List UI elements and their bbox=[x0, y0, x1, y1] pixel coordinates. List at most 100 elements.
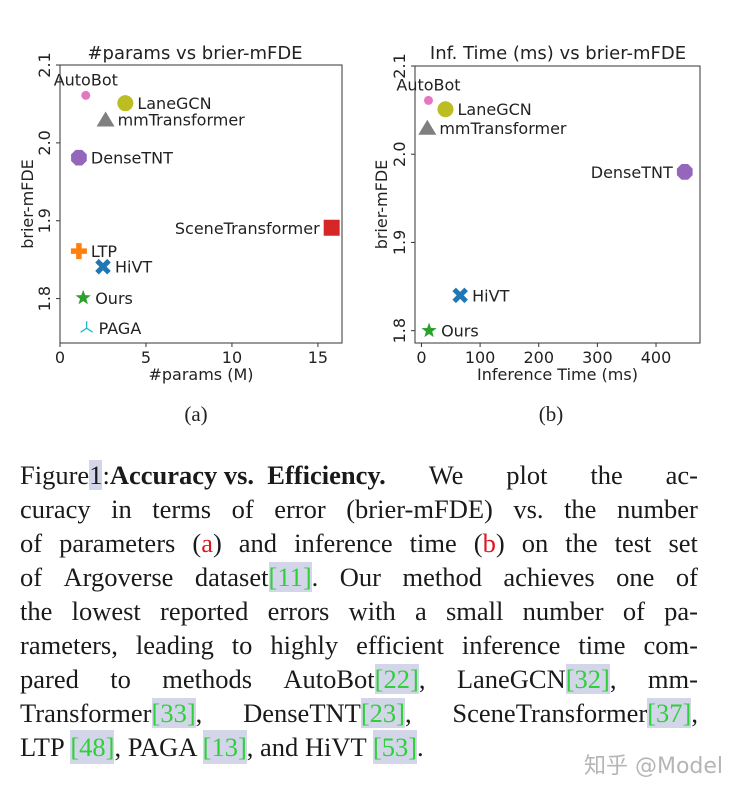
marker-circle bbox=[81, 90, 91, 100]
data-point-densetnt: DenseTNT bbox=[71, 149, 173, 168]
caption-word: AutoBot bbox=[283, 664, 375, 694]
caption-line: rameters, leading to highly efficient inferen… bbox=[20, 628, 698, 662]
caption-word-group: (a) bbox=[192, 526, 221, 560]
caption-word: terms bbox=[152, 494, 212, 524]
data-point-paga: PAGA bbox=[80, 319, 142, 338]
caption-line: pared to methods AutoBot[22], LaneGCN[32], mm… bbox=[20, 662, 698, 696]
plot-frame bbox=[59, 64, 343, 344]
caption-word: the bbox=[565, 528, 598, 558]
caption-word: methods bbox=[162, 664, 253, 694]
subfigure-label-a: (a) bbox=[184, 402, 208, 426]
citation-link[interactable]: [11] bbox=[268, 562, 312, 592]
caption-word: number bbox=[616, 494, 698, 524]
data-point-hivt: HiVT bbox=[95, 258, 152, 277]
marker-star bbox=[75, 289, 91, 305]
y-tick-label: 2.1 bbox=[390, 53, 409, 78]
scatter-chart-a: #params vs brier-mFDE #params (M) brier-mF… bbox=[18, 43, 343, 384]
caption-word: set bbox=[668, 528, 698, 558]
caption-word-group: methods bbox=[162, 662, 252, 696]
caption-word: , bbox=[195, 698, 203, 728]
caption-text: . bbox=[417, 732, 424, 762]
caption-word-group: We bbox=[429, 458, 464, 492]
caption-word: of bbox=[20, 528, 43, 558]
figure-ref-link[interactable]: a bbox=[201, 528, 213, 558]
citation-link[interactable]: [22] bbox=[374, 664, 419, 694]
x-tick-label: 100 bbox=[465, 348, 496, 367]
y-tick-label: 1.9 bbox=[390, 230, 409, 255]
caption-word-group: the bbox=[565, 526, 597, 560]
caption-word-group: inference bbox=[462, 628, 561, 662]
citation-link[interactable]: [53] bbox=[372, 730, 418, 764]
caption-word-group: the bbox=[590, 458, 622, 492]
caption-word: to bbox=[110, 664, 131, 694]
caption-word: mm- bbox=[647, 664, 698, 694]
y-tick-label: 2.0 bbox=[35, 130, 54, 155]
caption-line: Figure1:Accuracy vs. Efficiency. We plot th… bbox=[20, 458, 698, 492]
caption-word: Argoverse bbox=[63, 562, 174, 592]
point-label: HiVT bbox=[115, 258, 152, 277]
caption-word-group: one bbox=[616, 560, 654, 594]
marker-triangle bbox=[96, 111, 115, 127]
subfigure-label-b: (b) bbox=[538, 402, 564, 426]
point-label: PAGA bbox=[99, 319, 142, 338]
caption-line: the lowest reported errors with a small number o… bbox=[20, 594, 698, 628]
caption-word: of bbox=[231, 494, 254, 524]
y-tick-label: 1.9 bbox=[35, 208, 54, 233]
caption-word: ( bbox=[473, 528, 483, 558]
y-tick-label: 2.1 bbox=[35, 52, 54, 77]
caption-word-group: lowest bbox=[72, 594, 141, 628]
caption-word: plot bbox=[506, 460, 548, 490]
data-point-ours: Ours bbox=[75, 289, 133, 308]
point-label: AutoBot bbox=[396, 75, 460, 94]
point-label: DenseTNT bbox=[91, 149, 173, 168]
caption-word-group: to bbox=[110, 662, 131, 696]
data-point-mmtransformer: mmTransformer bbox=[96, 111, 245, 130]
caption-word: the bbox=[564, 494, 597, 524]
caption-word: Transformer bbox=[20, 698, 152, 728]
figure-ref-link[interactable]: 1 bbox=[89, 460, 103, 490]
marker-square bbox=[323, 219, 340, 236]
data-point-hivt: HiVT bbox=[452, 286, 510, 305]
caption-word-group: terms bbox=[152, 492, 211, 526]
caption-word-group: mm- bbox=[648, 662, 698, 696]
caption-word-group: Figure1:Accuracy vs. Efficiency. bbox=[20, 458, 386, 492]
y-tick-label: 1.8 bbox=[35, 286, 54, 311]
marker-tri-down bbox=[80, 321, 94, 333]
citation-link[interactable]: [13] bbox=[202, 730, 247, 764]
caption-word-group: method bbox=[402, 560, 482, 594]
caption-word: ) bbox=[212, 528, 222, 558]
y-tick-label: 1.8 bbox=[390, 318, 409, 343]
data-point-mmtransformer: mmTransformer bbox=[418, 119, 567, 138]
citation-link[interactable]: [32] bbox=[565, 664, 610, 694]
caption-word: time bbox=[578, 630, 626, 660]
caption-word: vs. bbox=[513, 494, 544, 524]
citation-link[interactable]: [37] bbox=[647, 698, 692, 728]
x-tick-label: 10 bbox=[222, 348, 242, 367]
caption-word-group: (brier-mFDE) bbox=[346, 492, 493, 526]
caption-word: Our bbox=[339, 562, 381, 592]
caption-word: parameters bbox=[59, 528, 176, 558]
citation-link[interactable]: [48] bbox=[70, 730, 115, 764]
caption-word: (brier-mFDE) bbox=[346, 494, 493, 524]
caption-word-group: reported bbox=[160, 594, 248, 628]
marker-circle bbox=[437, 101, 454, 118]
point-label: mmTransformer bbox=[439, 119, 567, 138]
caption-word-group: test bbox=[615, 526, 652, 560]
caption-word: SceneTransformer bbox=[452, 698, 648, 728]
caption-word-group: pared bbox=[20, 662, 79, 696]
caption-line: of Argoverse dataset[11]. Our method achieves… bbox=[20, 560, 698, 594]
caption-word-group: dataset[11]. bbox=[195, 560, 318, 594]
citation-link[interactable]: [23] bbox=[360, 698, 405, 728]
caption-word-group: time bbox=[578, 628, 625, 662]
marker-circle bbox=[423, 95, 433, 105]
caption-word: com- bbox=[643, 630, 698, 660]
figure: #params vs brier-mFDE #params (M) brier-mF… bbox=[18, 43, 701, 384]
caption-word: , bbox=[691, 698, 698, 728]
caption-word: Figure bbox=[20, 460, 90, 490]
caption-word: We bbox=[428, 460, 464, 490]
figure-ref-link[interactable]: b bbox=[482, 528, 496, 558]
caption-word-group: small bbox=[446, 594, 503, 628]
citation-link[interactable]: [33] bbox=[151, 698, 196, 728]
caption-word-group: number bbox=[523, 594, 604, 628]
caption-word: dataset bbox=[194, 562, 269, 592]
